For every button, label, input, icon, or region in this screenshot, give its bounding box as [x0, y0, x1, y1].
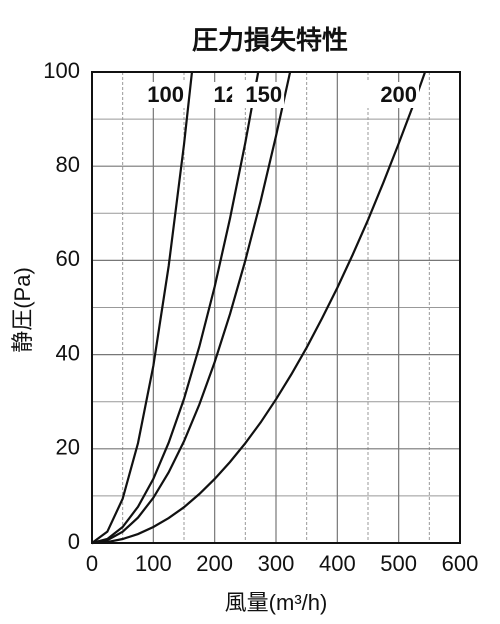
x-tick-label: 500 [380, 551, 417, 576]
series-label: 200 [380, 82, 417, 107]
line-series [91, 71, 194, 544]
y-tick-label: 0 [68, 529, 80, 554]
y-axis-label: 静圧(Pa) [10, 267, 35, 353]
y-tick-label: 100 [43, 58, 80, 83]
chart-title: 圧力損失特性 [192, 25, 348, 55]
label-bg [232, 82, 285, 108]
label-bg [367, 82, 420, 108]
y-tick-label: 80 [56, 152, 80, 177]
x-tick-label: 600 [442, 551, 479, 576]
x-tick-label: 300 [258, 551, 295, 576]
series-label: 150 [245, 82, 282, 107]
label-bg [133, 82, 186, 108]
line-series [91, 71, 260, 545]
x-tick-label: 200 [196, 551, 233, 576]
line-series [91, 71, 292, 545]
y-tick-label: 60 [56, 246, 80, 271]
x-tick-label: 100 [135, 551, 172, 576]
x-axis-label: 風量(m³/h) [225, 590, 328, 615]
line-series [91, 71, 427, 545]
plot-frame [91, 71, 461, 544]
y-tick-label: 40 [56, 340, 80, 365]
x-tick-label: 400 [319, 551, 356, 576]
series-label: 100 [147, 82, 184, 107]
y-tick-label: 20 [56, 435, 80, 460]
x-tick-label: 0 [86, 551, 98, 576]
